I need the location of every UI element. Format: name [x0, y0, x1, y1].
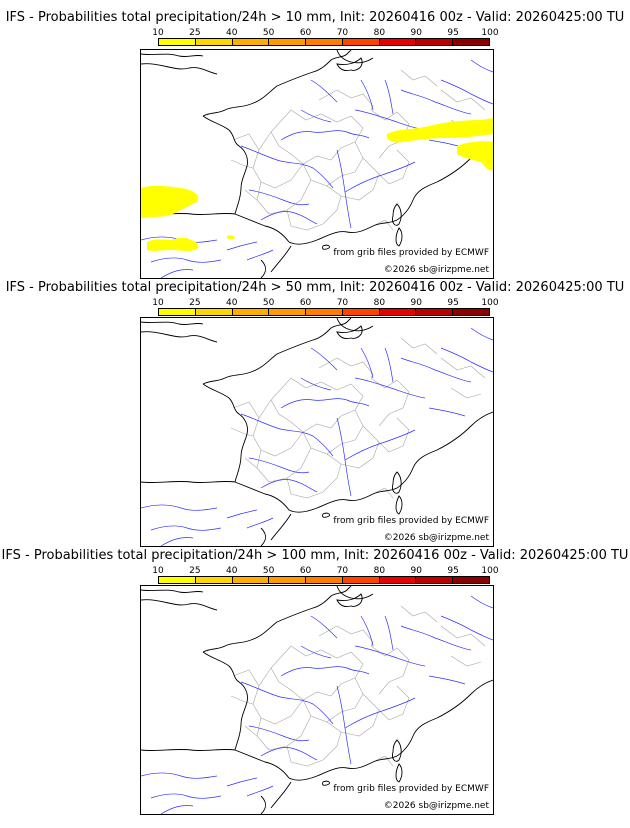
probability-scale: 10 25 40 50 60 70 80 90 95 100 — [152, 298, 499, 318]
scale-tick-label: 25 — [189, 298, 201, 308]
copyright-credit: ©2026 sb@irizpme.net — [383, 265, 489, 275]
color-bar-segment — [379, 39, 417, 45]
scale-tick-label: 60 — [299, 298, 312, 308]
scale-tick-label: 10 — [152, 28, 164, 38]
precip-area-iberia-east — [227, 235, 235, 240]
color-bar — [158, 38, 490, 46]
scale-tick-label: 50 — [262, 298, 275, 308]
panel-10mm: IFS - Probabilities total precipitation/… — [0, 11, 630, 281]
probability-scale: 10 25 40 50 60 70 80 90 95 100 — [152, 28, 499, 48]
scale-tick-label: 10 — [152, 566, 164, 576]
panel-title: IFS - Probabilities total precipitation/… — [5, 280, 625, 295]
scale-tick-label: 100 — [481, 566, 499, 576]
scale-tick-label: 25 — [189, 566, 201, 576]
color-bar-segment — [453, 39, 490, 45]
panel-100mm: IFS - Probabilities total precipitation/… — [0, 549, 630, 819]
france-map — [141, 50, 493, 278]
source-credit: from grib files provided by ECMWF — [333, 248, 489, 258]
color-bar-segment — [269, 577, 307, 583]
precipitation-overlay — [141, 118, 493, 251]
color-bar-segment — [342, 577, 380, 583]
color-bar-segment — [416, 309, 454, 315]
copyright-credit: ©2026 sb@irizpme.net — [383, 801, 489, 811]
color-bar-segment — [416, 577, 454, 583]
probability-scale: 10 25 40 50 60 70 80 90 95 100 — [152, 566, 499, 586]
scale-tick-label: 60 — [299, 28, 312, 38]
copyright-credit: ©2026 sb@irizpme.net — [383, 533, 489, 543]
color-bar-segment — [159, 39, 196, 45]
color-bar-segment — [195, 39, 233, 45]
panel-title: IFS - Probabilities total precipitation/… — [1, 548, 629, 563]
color-bar-segment — [379, 577, 417, 583]
scale-tick-label: 95 — [447, 298, 459, 308]
scale-tick-label: 70 — [336, 28, 349, 38]
color-bar-segment — [306, 577, 343, 583]
precip-area-iberia — [147, 237, 199, 251]
color-bar-segment — [232, 309, 270, 315]
panel-50mm: IFS - Probabilities total precipitation/… — [0, 281, 630, 551]
scale-tick-label: 70 — [336, 566, 349, 576]
scale-tick-label: 90 — [410, 566, 422, 576]
color-bar-segment — [159, 309, 196, 315]
color-bar-segment — [232, 577, 270, 583]
scale-tick-label: 90 — [410, 28, 422, 38]
scale-tick-label: 60 — [299, 566, 312, 576]
color-bar-segment — [195, 309, 233, 315]
scale-tick-label: 100 — [481, 298, 499, 308]
scale-tick-label: 80 — [373, 566, 386, 576]
color-bar-segment — [453, 577, 490, 583]
color-bar — [158, 308, 490, 316]
color-bar-segment — [342, 309, 380, 315]
france-map — [141, 586, 493, 814]
map-frame[interactable]: from grib files provided by ECMWF ©2026 … — [140, 317, 494, 547]
color-bar-segment — [159, 577, 196, 583]
precip-area-alps — [386, 118, 493, 143]
france-map — [141, 318, 493, 546]
scale-tick-label: 10 — [152, 298, 164, 308]
precip-area-italy — [457, 141, 493, 171]
color-bar-segment — [379, 309, 417, 315]
scale-tick-label: 80 — [373, 28, 386, 38]
color-bar-segment — [306, 39, 343, 45]
source-credit: from grib files provided by ECMWF — [333, 516, 489, 526]
scale-tick-label: 50 — [262, 28, 275, 38]
scale-tick-label: 70 — [336, 298, 349, 308]
scale-tick-label: 100 — [481, 28, 499, 38]
scale-tick-label: 80 — [373, 298, 386, 308]
color-bar-segment — [232, 39, 270, 45]
color-bar-segment — [416, 39, 454, 45]
map-frame[interactable]: from grib files provided by ECMWF ©2026 … — [140, 49, 494, 279]
scale-tick-label: 50 — [262, 566, 275, 576]
scale-tick-label: 40 — [226, 298, 238, 308]
color-bar — [158, 576, 490, 584]
panel-title: IFS - Probabilities total precipitation/… — [5, 10, 625, 25]
color-bar-segment — [342, 39, 380, 45]
scale-tick-label: 95 — [447, 566, 459, 576]
precip-area-biscay — [141, 185, 199, 218]
color-bar-segment — [269, 309, 307, 315]
color-bar-segment — [306, 309, 343, 315]
scale-tick-label: 40 — [226, 566, 238, 576]
color-bar-segment — [269, 39, 307, 45]
color-bar-segment — [453, 309, 490, 315]
source-credit: from grib files provided by ECMWF — [333, 784, 489, 794]
scale-tick-label: 25 — [189, 28, 201, 38]
color-bar-segment — [195, 577, 233, 583]
scale-tick-label: 90 — [410, 298, 422, 308]
map-frame[interactable]: from grib files provided by ECMWF ©2026 … — [140, 585, 494, 815]
scale-tick-label: 40 — [226, 28, 238, 38]
scale-tick-label: 95 — [447, 28, 459, 38]
